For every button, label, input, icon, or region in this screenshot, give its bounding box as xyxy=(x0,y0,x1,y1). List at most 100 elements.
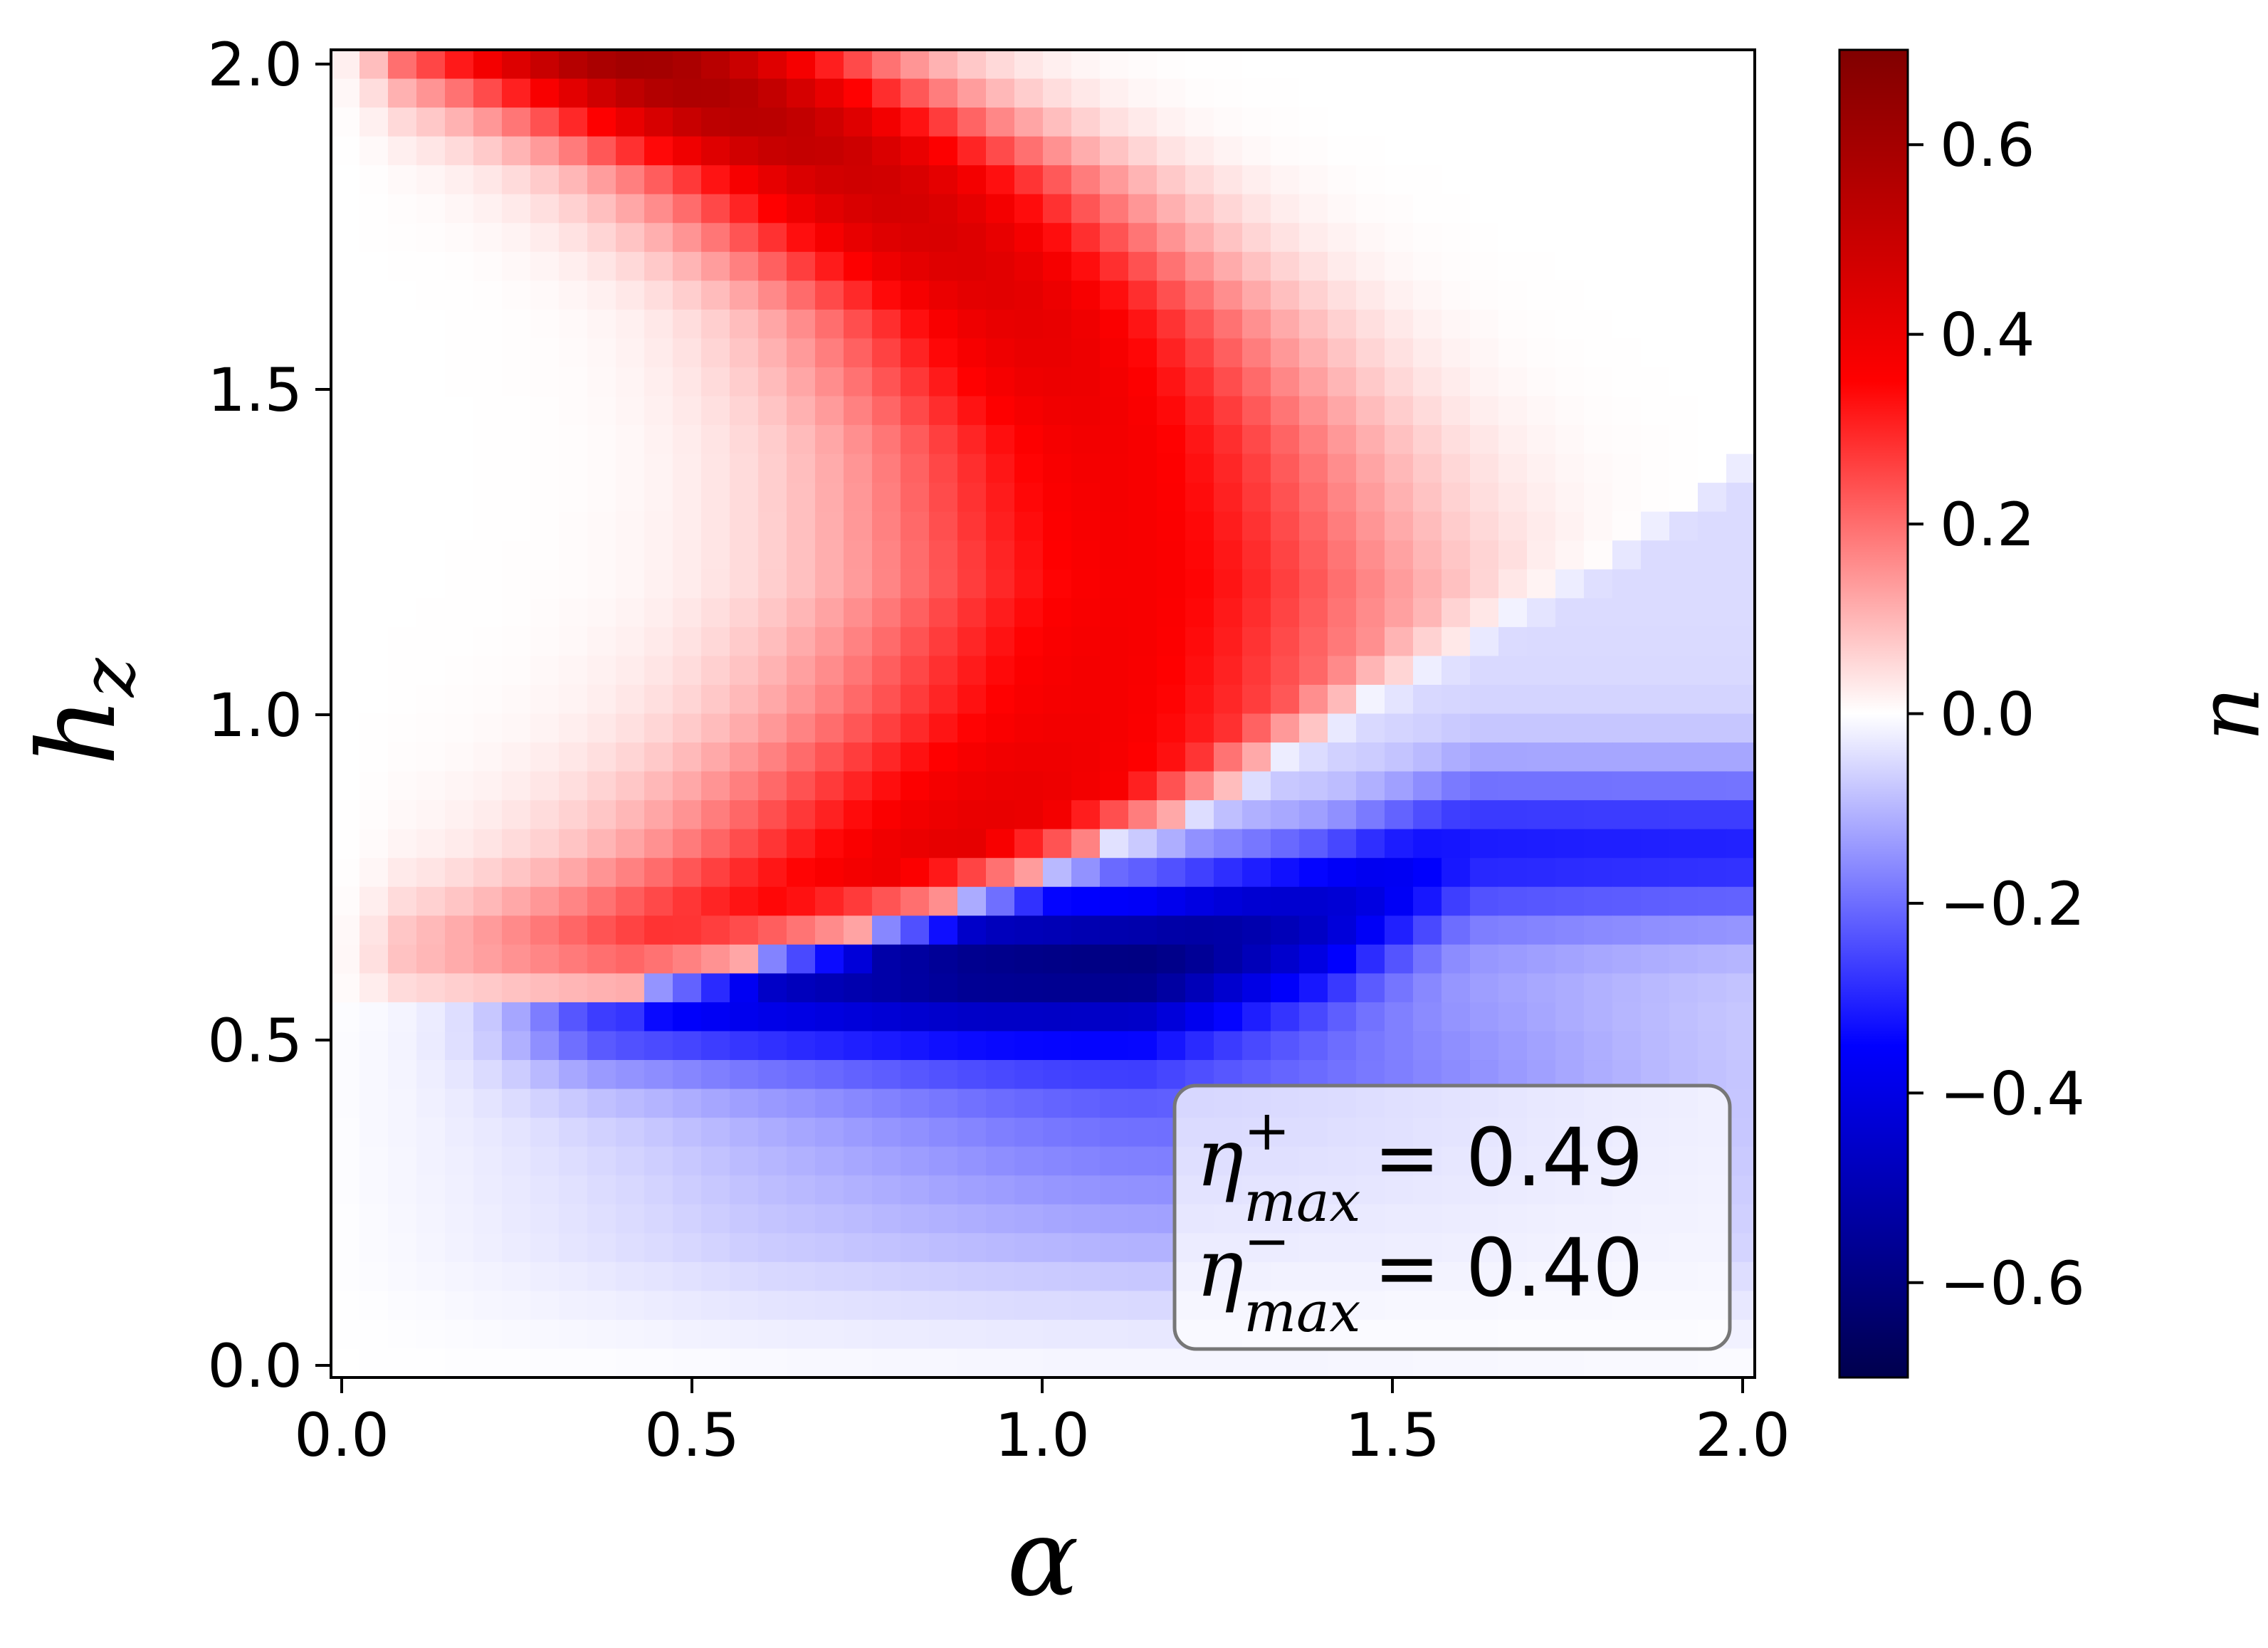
heatmap-cell xyxy=(416,742,446,772)
heatmap-cell xyxy=(758,886,787,917)
heatmap-cell xyxy=(359,684,389,715)
heatmap-cell xyxy=(1698,309,1727,340)
heatmap-cell xyxy=(1128,338,1157,368)
heatmap-cell xyxy=(502,1002,531,1032)
heatmap-cell xyxy=(388,107,417,137)
heatmap-cell xyxy=(787,511,816,542)
heatmap-cell xyxy=(673,453,702,483)
heatmap-cell xyxy=(331,1031,360,1061)
heatmap-cell xyxy=(644,251,673,282)
heatmap-cell xyxy=(1185,223,1214,253)
heatmap-cell xyxy=(1641,309,1670,340)
heatmap-cell xyxy=(929,656,958,686)
heatmap-cell xyxy=(1185,165,1214,195)
heatmap-cell xyxy=(1071,511,1101,542)
heatmap-cell xyxy=(1128,742,1157,772)
heatmap-cell xyxy=(1014,1319,1044,1350)
heatmap-cell xyxy=(1726,483,1755,513)
heatmap-cell xyxy=(1555,598,1585,628)
heatmap-cell xyxy=(473,944,503,975)
heatmap-cell xyxy=(1328,1002,1357,1032)
heatmap-cell xyxy=(1128,425,1157,455)
heatmap-cell xyxy=(530,1175,560,1205)
heatmap-cell xyxy=(587,540,616,570)
heatmap-cell xyxy=(815,1002,844,1032)
heatmap-cell xyxy=(673,1261,702,1292)
heatmap-cell xyxy=(1470,713,1499,743)
heatmap-cell xyxy=(1242,1002,1271,1032)
heatmap-cell xyxy=(1385,194,1414,224)
heatmap-cell xyxy=(445,107,474,137)
heatmap-cell xyxy=(957,165,987,195)
heatmap-cell xyxy=(616,626,645,657)
heatmap-cell xyxy=(1271,1031,1300,1061)
heatmap-cell xyxy=(730,1088,759,1118)
colorbar-tick-label: −0.4 xyxy=(1940,1059,2085,1128)
heatmap-cell xyxy=(445,50,474,80)
heatmap-cell xyxy=(388,1060,417,1090)
heatmap-cell xyxy=(986,165,1015,195)
heatmap-cell xyxy=(445,626,474,657)
heatmap-cell xyxy=(1356,78,1385,108)
heatmap-cell xyxy=(787,1291,816,1321)
heatmap-cell xyxy=(1669,973,1699,1003)
heatmap-cell xyxy=(929,338,958,368)
heatmap-cell xyxy=(730,684,759,715)
heatmap-cell xyxy=(559,1088,588,1118)
heatmap-cell xyxy=(445,1002,474,1032)
heatmap-cell xyxy=(815,1319,844,1350)
heatmap-cell xyxy=(1413,338,1442,368)
heatmap-cell xyxy=(1612,886,1642,917)
heatmap-cell xyxy=(1157,251,1186,282)
heatmap-cell xyxy=(758,1031,787,1061)
heatmap-cell xyxy=(1698,1031,1727,1061)
heatmap-cell xyxy=(331,367,360,397)
heatmap-cell xyxy=(929,915,958,945)
heatmap-cell xyxy=(1043,1031,1072,1061)
heatmap-cell xyxy=(673,1088,702,1118)
heatmap-cell xyxy=(1014,483,1044,513)
heatmap-cell xyxy=(844,1319,873,1350)
heatmap-cell xyxy=(1413,280,1442,310)
heatmap-cell xyxy=(1698,194,1727,224)
heatmap-cell xyxy=(815,800,844,830)
heatmap-cell xyxy=(815,165,844,195)
heatmap-cell xyxy=(388,1088,417,1118)
heatmap-cell xyxy=(1612,684,1642,715)
heatmap-cell xyxy=(1014,136,1044,166)
heatmap-cell xyxy=(502,1031,531,1061)
heatmap-cell xyxy=(1669,1348,1699,1378)
heatmap-cell xyxy=(1385,540,1414,570)
heatmap-cell xyxy=(1498,338,1528,368)
heatmap-cell xyxy=(1555,396,1585,426)
heatmap-cell xyxy=(587,886,616,917)
heatmap-cell xyxy=(502,1060,531,1090)
heatmap-cell xyxy=(1157,1348,1186,1378)
heatmap-cell xyxy=(331,1088,360,1118)
heatmap-cell xyxy=(1157,223,1186,253)
heatmap-cell xyxy=(1413,684,1442,715)
heatmap-cell xyxy=(359,483,389,513)
heatmap-cell xyxy=(1698,626,1727,657)
heatmap-cell xyxy=(502,367,531,397)
heatmap-cell xyxy=(359,511,389,542)
heatmap-cell xyxy=(1612,800,1642,830)
heatmap-cell xyxy=(1726,1002,1755,1032)
heatmap-cell xyxy=(872,78,901,108)
heatmap-cell xyxy=(1442,800,1471,830)
heatmap-cell xyxy=(1612,194,1642,224)
heatmap-cell xyxy=(730,309,759,340)
heatmap-cell xyxy=(530,829,560,859)
heatmap-cell xyxy=(559,107,588,137)
heatmap-cell xyxy=(758,1261,787,1292)
heatmap-cell xyxy=(616,1261,645,1292)
heatmap-cell xyxy=(1442,540,1471,570)
heatmap-cell xyxy=(1100,309,1129,340)
heatmap-cell xyxy=(1584,973,1613,1003)
heatmap-cell xyxy=(1470,511,1499,542)
heatmap-cell xyxy=(1527,771,1556,801)
heatmap-cell xyxy=(815,396,844,426)
heatmap-cell xyxy=(1442,280,1471,310)
heatmap-cell xyxy=(587,1060,616,1090)
heatmap-cell xyxy=(587,309,616,340)
